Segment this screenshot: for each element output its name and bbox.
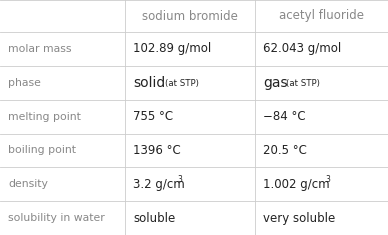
Text: 20.5 °C: 20.5 °C xyxy=(263,144,307,157)
Text: 1396 °C: 1396 °C xyxy=(133,144,181,157)
Text: acetyl fluoride: acetyl fluoride xyxy=(279,9,364,23)
Text: very soluble: very soluble xyxy=(263,212,335,225)
Text: solubility in water: solubility in water xyxy=(8,213,105,223)
Text: 102.89 g/mol: 102.89 g/mol xyxy=(133,42,211,55)
Text: soluble: soluble xyxy=(133,212,175,225)
Text: boiling point: boiling point xyxy=(8,145,76,155)
Text: density: density xyxy=(8,179,48,189)
Text: 3: 3 xyxy=(177,175,182,184)
Text: 3: 3 xyxy=(325,175,330,184)
Text: sodium bromide: sodium bromide xyxy=(142,9,238,23)
Text: molar mass: molar mass xyxy=(8,44,71,54)
Text: gas: gas xyxy=(263,76,288,90)
Text: −84 °C: −84 °C xyxy=(263,110,306,123)
Text: 3.2 g/cm: 3.2 g/cm xyxy=(133,178,185,191)
Text: melting point: melting point xyxy=(8,112,81,121)
Text: 755 °C: 755 °C xyxy=(133,110,173,123)
Text: 1.002 g/cm: 1.002 g/cm xyxy=(263,178,330,191)
Text: (at STP): (at STP) xyxy=(286,79,320,88)
Text: solid: solid xyxy=(133,76,165,90)
Text: (at STP): (at STP) xyxy=(165,79,199,88)
Text: 62.043 g/mol: 62.043 g/mol xyxy=(263,42,341,55)
Text: phase: phase xyxy=(8,78,41,88)
